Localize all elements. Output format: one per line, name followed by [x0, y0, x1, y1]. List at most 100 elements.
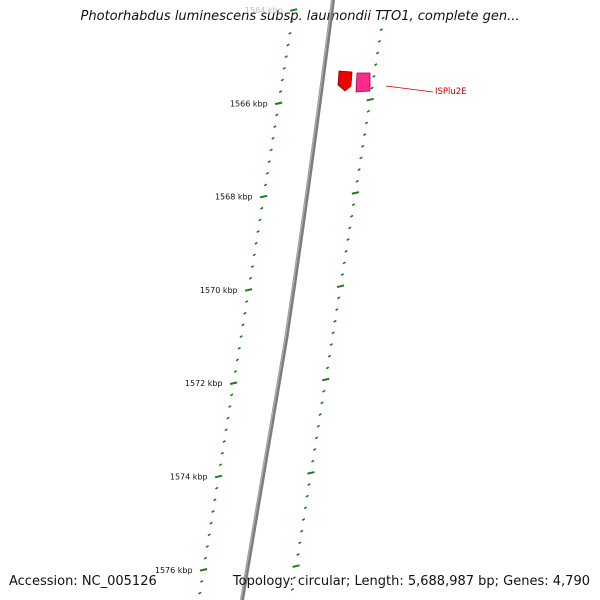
minor-tick-right: [337, 296, 341, 300]
major-tick-left: [199, 568, 208, 572]
minor-tick-left: [280, 78, 285, 82]
minor-tick-left: [241, 323, 245, 327]
major-tick-left: [229, 381, 238, 385]
minor-tick-left: [248, 276, 253, 280]
genome-backbone: [240, 0, 335, 600]
minor-tick-left: [203, 556, 208, 560]
major-tick-right: [366, 97, 374, 102]
minor-tick-right: [307, 483, 311, 486]
minor-tick-left: [228, 405, 232, 408]
feature-isplu2e[interactable]: ISPlu2E: [337, 70, 467, 97]
minor-tick-right: [361, 144, 365, 148]
minor-tick-right: [349, 214, 354, 218]
minor-tick-left: [269, 148, 273, 152]
minor-tick-right: [305, 494, 309, 498]
minor-tick-left: [233, 370, 238, 374]
major-tick-right: [292, 564, 300, 568]
minor-tick-left: [235, 358, 240, 362]
minor-tick-left: [230, 393, 234, 397]
major-tick-left: [259, 194, 268, 199]
minor-tick-left: [256, 230, 260, 234]
minor-tick-right: [325, 366, 330, 370]
minor-tick-right: [322, 389, 326, 393]
scale-label: 1564 kbp: [245, 6, 283, 15]
minor-tick-left: [207, 533, 211, 537]
minor-tick-left: [258, 218, 262, 222]
minor-tick-right: [374, 63, 378, 67]
minor-tick-right: [333, 319, 337, 323]
feature-arrow-red[interactable]: [337, 70, 353, 92]
scale-ticks-right: [290, 16, 385, 591]
scale-labels: 1564 kbp 1566 kbp 1568 kbp 1570 kbp 1572 kbp…: [155, 6, 283, 575]
minor-tick-left: [209, 521, 213, 525]
minor-tick-left: [254, 241, 258, 245]
minor-tick-left: [198, 591, 202, 595]
minor-tick-left: [290, 20, 294, 24]
minor-tick-left: [213, 498, 217, 502]
minor-tick-right: [359, 156, 363, 160]
minor-tick-right: [298, 541, 302, 545]
major-tick-right: [336, 284, 345, 289]
major-tick-left: [214, 474, 223, 479]
minor-tick-left: [224, 428, 228, 432]
minor-tick-left: [220, 451, 225, 455]
minor-tick-right: [318, 413, 322, 416]
minor-tick-right: [357, 168, 361, 172]
minor-tick-left: [286, 43, 290, 47]
minor-tick-right: [364, 121, 369, 125]
minor-tick-right: [377, 39, 382, 43]
minor-tick-left: [288, 31, 292, 35]
minor-tick-left: [237, 346, 241, 350]
minor-tick-right: [314, 436, 319, 440]
minor-tick-right: [331, 331, 335, 335]
scale-label: 1572 kbp: [185, 379, 223, 388]
scale-label: 1570 kbp: [200, 286, 238, 295]
map-title: Photorhabdus luminescens subsp. laumondi…: [80, 9, 520, 24]
major-tick-left: [244, 288, 253, 292]
scale-ticks-left: [198, 8, 298, 595]
major-tick-left: [289, 8, 298, 12]
minor-tick-right: [370, 86, 374, 90]
minor-tick-left: [265, 171, 270, 175]
accession-text: Accession: NC_005126: [9, 574, 157, 589]
minor-tick-right: [379, 28, 383, 32]
minor-tick-right: [296, 553, 300, 556]
minor-tick-right: [355, 179, 359, 183]
minor-tick-left: [243, 311, 247, 315]
minor-tick-right: [316, 424, 321, 428]
scale-label: 1566 kbp: [230, 99, 268, 108]
minor-tick-left: [239, 335, 243, 339]
minor-tick-right: [311, 459, 315, 463]
minor-tick-right: [348, 226, 352, 230]
major-tick-right: [322, 377, 330, 382]
minor-tick-left: [278, 90, 283, 94]
minor-tick-right: [381, 16, 385, 20]
scale-label: 1568 kbp: [215, 193, 253, 202]
minor-tick-right: [327, 354, 332, 358]
minor-tick-right: [351, 203, 356, 207]
minor-tick-left: [245, 300, 249, 304]
minor-tick-left: [260, 206, 264, 210]
minor-tick-right: [335, 308, 339, 312]
minor-tick-left: [271, 136, 275, 140]
minor-tick-right: [329, 343, 333, 347]
scale-label: 1574 kbp: [170, 473, 208, 482]
minor-tick-left: [275, 113, 279, 117]
feature-label-isplu2e: ISPlu2E: [435, 87, 467, 97]
minor-tick-right: [340, 273, 345, 277]
major-tick-right: [351, 191, 360, 195]
major-tick-left: [274, 101, 283, 106]
genome-backbone-highlight: [240, 0, 333, 600]
minor-tick-right: [299, 529, 304, 533]
minor-tick-left: [218, 463, 223, 467]
minor-tick-left: [252, 253, 256, 257]
minor-tick-right: [366, 109, 371, 113]
minor-tick-right: [346, 238, 350, 242]
minor-tick-right: [372, 74, 376, 78]
scale-label: 1576 kbp: [155, 566, 193, 575]
minor-tick-left: [226, 416, 230, 420]
minor-tick-right: [344, 249, 348, 253]
minor-tick-right: [290, 587, 295, 591]
feature-block-pink[interactable]: [355, 72, 371, 93]
